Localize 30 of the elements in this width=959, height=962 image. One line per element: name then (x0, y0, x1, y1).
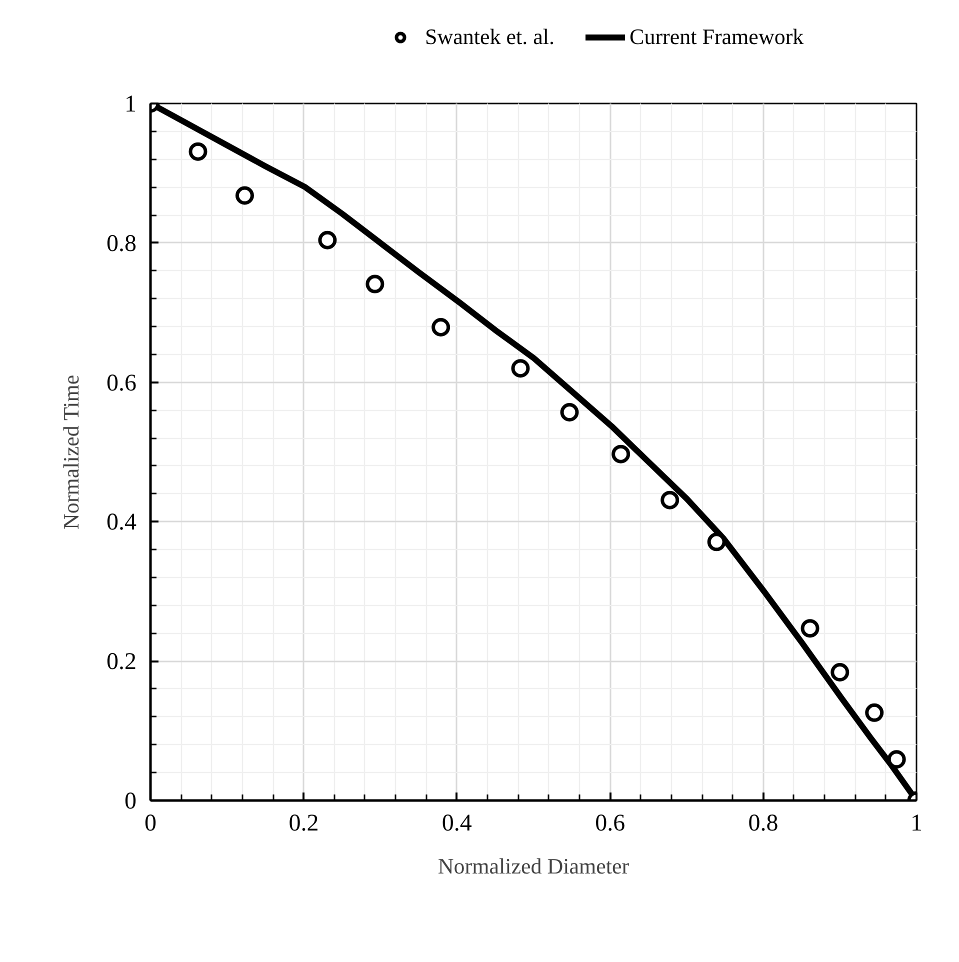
point (800, 619, 820, 638)
point (707, 532, 726, 552)
y-tick-label: 0.8 (106, 230, 136, 257)
point (830, 663, 850, 682)
x-tick-label: 0.2 (288, 810, 319, 836)
x-tick-label: 0.6 (595, 810, 626, 836)
y-axis-title: Normalized Time (58, 374, 84, 530)
y-tick-label: 0 (124, 788, 136, 814)
point (366, 274, 384, 294)
x-tick-label: 0 (144, 810, 156, 836)
point (432, 318, 450, 336)
point (235, 186, 254, 205)
point (887, 750, 906, 769)
y-tick-label: 0.4 (106, 510, 136, 536)
y-tick-label: 0.2 (106, 649, 136, 676)
point (511, 359, 530, 378)
point (612, 444, 630, 464)
y-tick-label: 1 (124, 92, 136, 118)
point (660, 490, 680, 510)
point (188, 142, 208, 161)
x-tick-label: 0.8 (748, 810, 778, 836)
legend-label: Swantek et. al. (425, 24, 555, 50)
point (560, 403, 579, 422)
x-tick-label: 0.4 (442, 810, 472, 836)
x-tick-label: 1 (910, 810, 922, 836)
legend-label: Current Framework (630, 24, 804, 50)
point (865, 703, 884, 722)
y-tick-label: 0.6 (106, 370, 136, 396)
x-axis-title: Normalized Diameter (438, 854, 630, 878)
point (318, 230, 337, 250)
